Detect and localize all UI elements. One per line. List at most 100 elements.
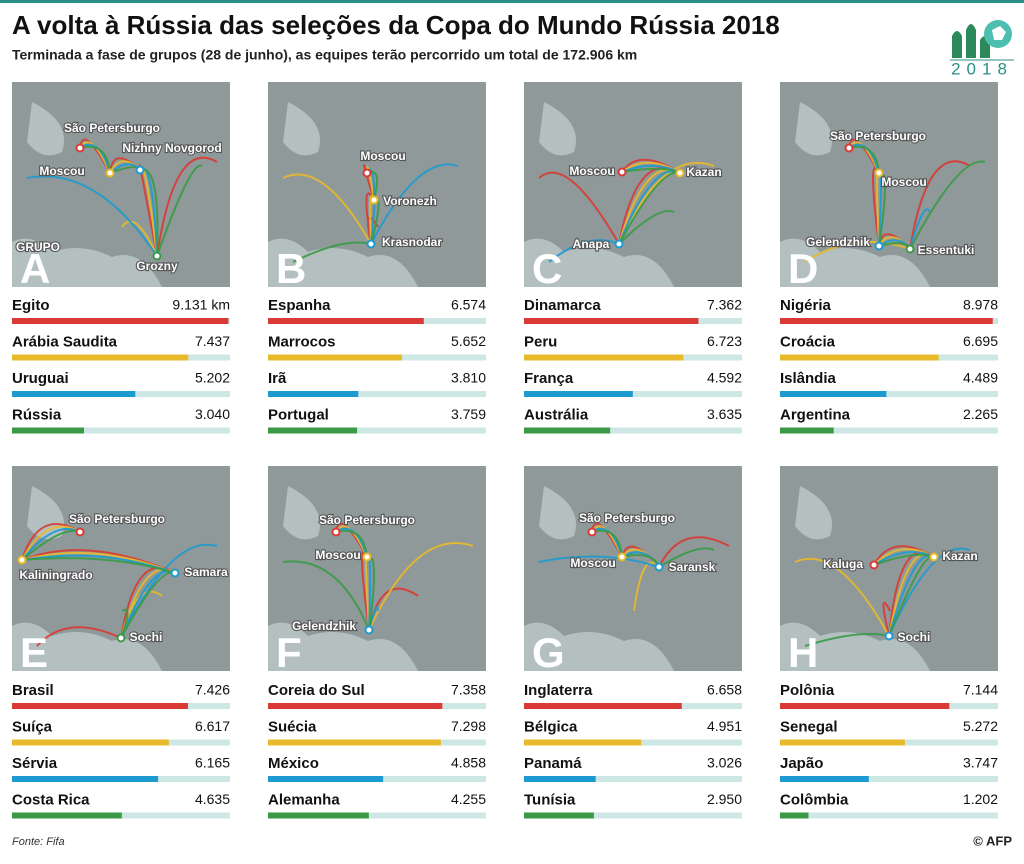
city-dot (75, 527, 85, 537)
value-label: 6.723 (707, 333, 742, 349)
team-name: Islândia (780, 370, 837, 387)
city-label: Moscou (315, 548, 360, 562)
team-name: Irã (268, 370, 287, 387)
value-label: 7.437 (195, 333, 230, 349)
map-baltic (539, 102, 576, 156)
team-name: México (268, 755, 319, 772)
city-label: Nizhny Novgorod (122, 141, 221, 155)
route (79, 145, 203, 257)
city-dot (874, 241, 884, 251)
city-dot (844, 143, 854, 153)
team-name: Arábia Saudita (12, 333, 118, 350)
team-name: Japão (780, 755, 823, 772)
city-label: Krasnodar (382, 235, 442, 249)
bar (524, 703, 682, 709)
bar (268, 427, 358, 434)
city-label: Saransk (669, 560, 716, 574)
bar-track (780, 391, 998, 397)
map-land (780, 82, 998, 287)
city-label: Kaliningrado (19, 568, 92, 582)
bar (12, 427, 85, 434)
route (21, 529, 176, 639)
group-panel: São Petersburgo Moscou Gelendzhik Essentuki… (780, 82, 998, 434)
city-label: São Petersburgo (579, 511, 675, 525)
value-label: 1.202 (963, 791, 998, 807)
city-label: Sochi (898, 630, 931, 644)
bar (780, 812, 809, 819)
bar (268, 703, 443, 709)
map-land (12, 82, 230, 287)
team-name: Bélgica (524, 718, 578, 735)
bar (524, 318, 699, 324)
bar (12, 318, 229, 324)
value-label: 4.951 (707, 718, 742, 734)
city-dot (362, 168, 372, 178)
city-label: Voronezh (383, 194, 437, 208)
bar-track (524, 427, 742, 434)
bar (780, 739, 905, 746)
value-label: 7.358 (451, 682, 486, 698)
value-label: 3.810 (451, 370, 486, 386)
city-dot (929, 552, 939, 562)
bar-track (780, 812, 998, 819)
city-label: Kazan (942, 549, 977, 563)
city-dot (105, 168, 115, 178)
bar (268, 391, 359, 397)
bar (524, 391, 633, 397)
city-dot (675, 168, 685, 178)
city-dot (617, 552, 627, 562)
bar (12, 391, 136, 397)
value-label: 8.978 (963, 297, 998, 313)
city-dot (135, 165, 145, 175)
credit: © AFP (973, 833, 1012, 848)
team-name: Austrália (524, 406, 589, 423)
city-label: São Petersburgo (69, 512, 165, 526)
city-label: Moscou (39, 164, 84, 178)
team-name: Espanha (268, 297, 331, 314)
team-name: Coreia do Sul (268, 682, 365, 699)
bar (268, 739, 441, 746)
value-label: 6.658 (707, 682, 742, 698)
value-label: 9.131 km (172, 297, 230, 313)
city-label: Essentuki (918, 243, 975, 257)
value-label: 3.747 (963, 755, 998, 771)
group-panel: São Petersburgo Kaliningrado Samara Sochi EB… (12, 466, 230, 819)
map-baltic (795, 102, 832, 156)
route (21, 527, 218, 639)
team-name: Marrocos (268, 333, 336, 350)
route (21, 525, 176, 639)
group-letter: A (20, 245, 50, 292)
city-dot (874, 168, 884, 178)
team-name: Uruguai (12, 370, 69, 387)
logo (950, 20, 1014, 61)
city-label: Sochi (130, 630, 163, 644)
team-name: França (524, 370, 574, 387)
map-baltic (27, 102, 64, 156)
route (848, 145, 986, 250)
team-name: Nigéria (780, 297, 832, 314)
city-label: Kazan (686, 165, 721, 179)
group-panel: Moscou Voronezh Krasnodar B Espanha 6.574 Marr… (268, 82, 486, 434)
city-label: São Petersburgo (319, 513, 415, 527)
bar (780, 427, 834, 434)
map-land (524, 466, 742, 671)
bar-track (268, 391, 486, 397)
bar-track (12, 427, 230, 434)
city-dot (369, 195, 379, 205)
city-label: Samara (184, 565, 228, 579)
city-label: São Petersburgo (830, 129, 926, 143)
bar (12, 354, 189, 361)
team-name: Dinamarca (524, 297, 601, 314)
value-label: 7.144 (963, 682, 998, 698)
title: A volta à Rússia das seleções da Copa do… (12, 10, 780, 40)
top-rule (0, 0, 1024, 3)
source: Fonte: Fifa (12, 836, 65, 848)
team-name: Tunísia (524, 791, 576, 808)
group-letter: C (532, 245, 562, 292)
city-label: Kaluga (823, 557, 863, 571)
city-dot (116, 633, 126, 643)
city-label: Moscou (360, 149, 405, 163)
team-name: Sérvia (12, 755, 58, 772)
value-label: 5.272 (963, 718, 998, 734)
